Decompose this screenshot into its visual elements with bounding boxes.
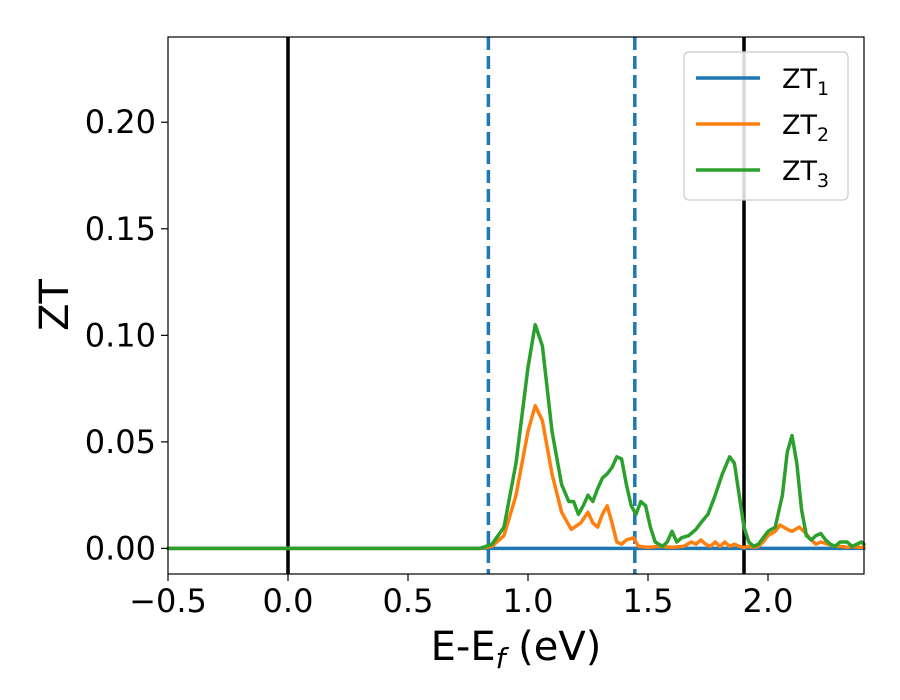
legend-box xyxy=(683,51,849,201)
y-tick-label: 0.15 xyxy=(85,210,156,248)
series-group xyxy=(166,322,866,551)
x-tick-label: 2.0 xyxy=(743,582,794,620)
x-tick-label: 0.5 xyxy=(383,582,434,620)
series-line-3 xyxy=(166,322,866,551)
x-tick-label: 1.0 xyxy=(503,582,554,620)
legend-label-3: ZT3 xyxy=(782,156,829,192)
x-tick-label: −0.5 xyxy=(129,582,207,620)
y-axis-label: ZT xyxy=(32,279,78,331)
y-tick-label: 0.00 xyxy=(85,529,156,567)
legend-label-main: ZT xyxy=(782,110,817,141)
legend-label-subscript: 2 xyxy=(817,124,829,146)
legend-label-main: ZT xyxy=(782,156,817,187)
legend-label-2: ZT2 xyxy=(782,110,829,146)
legend-label-subscript: 1 xyxy=(817,78,829,100)
x-tick-label: 0.0 xyxy=(263,582,314,620)
legend-label-1: ZT1 xyxy=(782,64,829,100)
x-axis-label: E-Ef (eV) xyxy=(431,624,602,675)
y-axis-ticks: 0.00 0.05 0.10 0.15 0.20 xyxy=(85,103,168,567)
x-axis-label-main: E-E xyxy=(431,624,496,670)
x-tick-label: 1.5 xyxy=(623,582,674,620)
x-axis-ticks: −0.5 0.0 0.5 1.0 1.5 2.0 xyxy=(129,574,793,620)
y-tick-label: 0.20 xyxy=(85,103,156,141)
legend-label-subscript: 3 xyxy=(817,170,829,192)
y-tick-label: 0.05 xyxy=(85,423,156,461)
axes-frame xyxy=(167,36,865,575)
x-axis-label-unit: (eV) xyxy=(505,624,601,670)
legend-label-main: ZT xyxy=(782,64,817,95)
y-tick-label: 0.10 xyxy=(85,316,156,354)
